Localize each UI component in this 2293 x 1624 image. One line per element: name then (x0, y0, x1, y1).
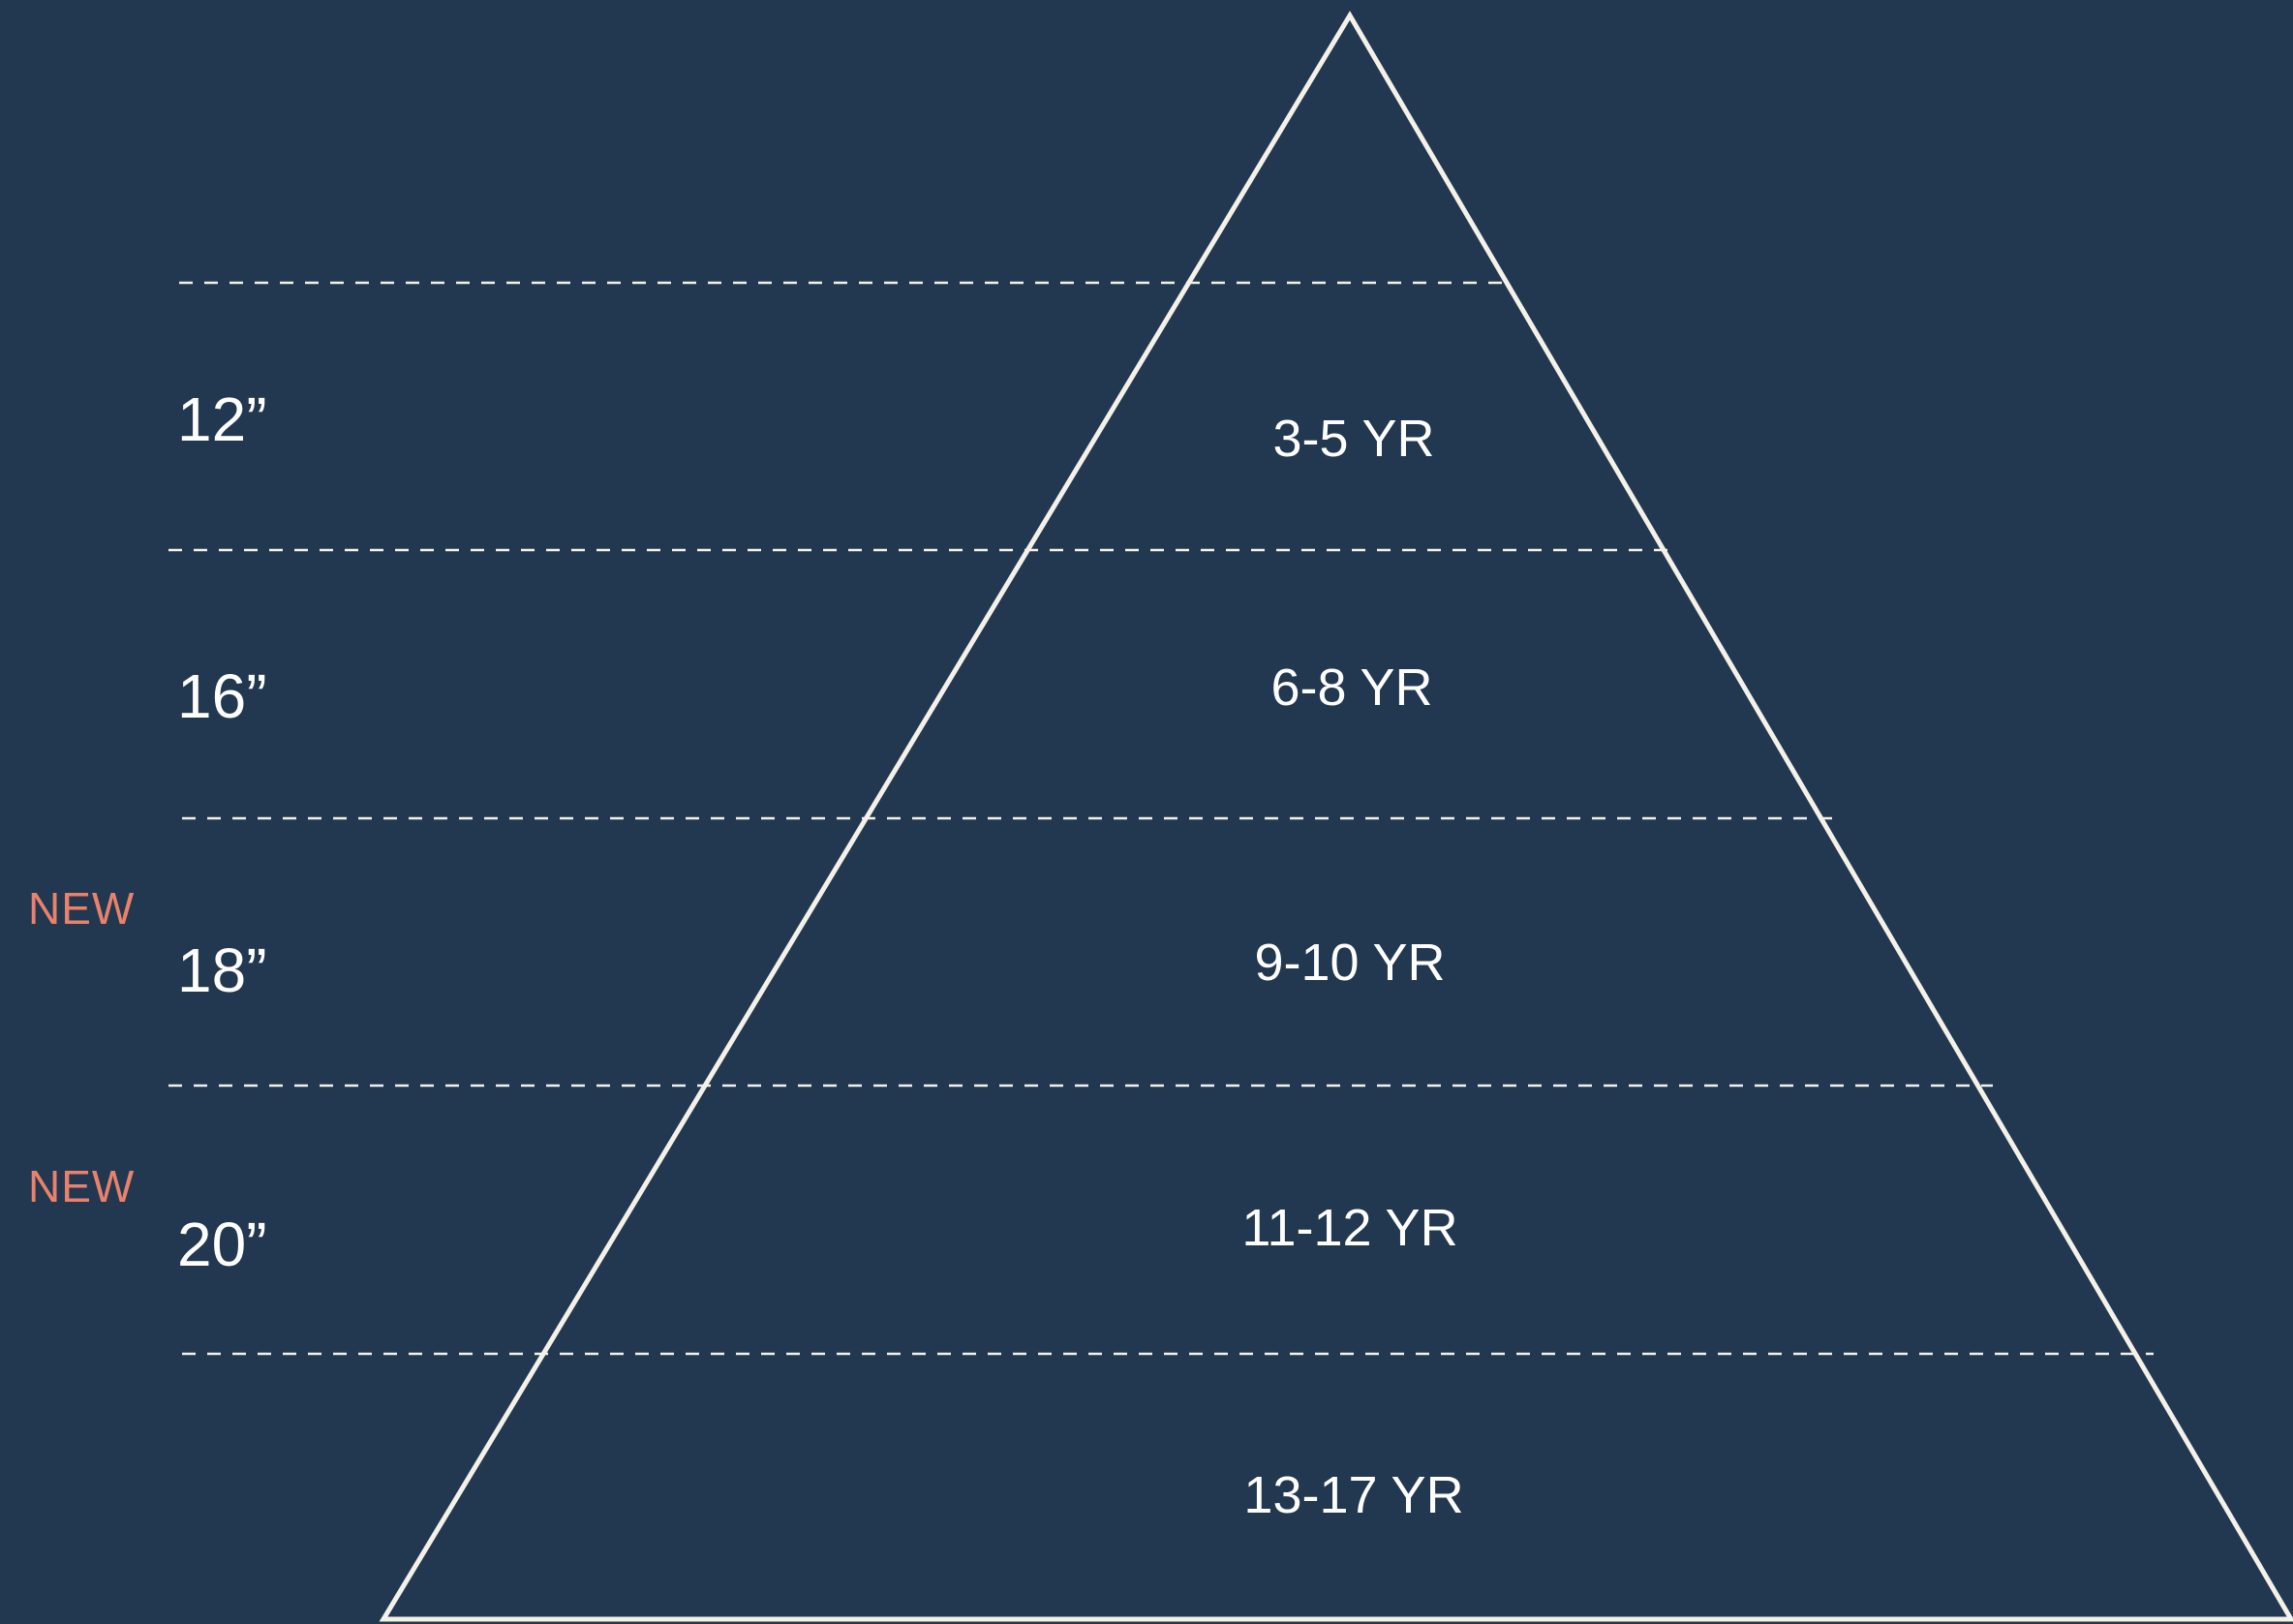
size-label-20: 20” (177, 1213, 267, 1275)
size-label-18: 18” (177, 939, 267, 1001)
age-label-6-8: 6-8 YR (1158, 661, 1545, 714)
age-label-11-12: 11-12 YR (1156, 1202, 1544, 1254)
size-label-16: 16” (177, 665, 267, 727)
age-label-3-5: 3-5 YR (1160, 413, 1547, 465)
size-label-12: 12” (177, 388, 267, 450)
new-badge-20: NEW (28, 1164, 135, 1209)
age-label-13-17: 13-17 YR (1160, 1469, 1547, 1521)
age-label-9-10: 9-10 YR (1156, 936, 1544, 989)
new-badge-18: NEW (28, 886, 135, 931)
